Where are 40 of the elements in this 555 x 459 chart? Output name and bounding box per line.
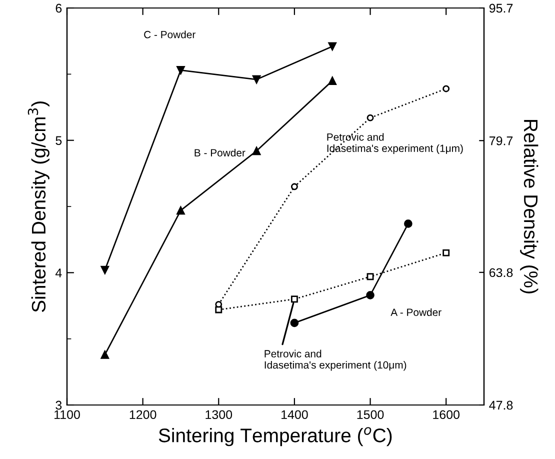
- y2-tick-label: 79.7: [490, 136, 513, 146]
- point: [176, 206, 185, 215]
- point: [328, 42, 337, 51]
- x-tick-label: 1600: [433, 410, 460, 420]
- x-tick-label: 1100: [54, 410, 80, 420]
- y2-tick-label: 63.8: [489, 268, 513, 278]
- y2-axis-title: Relative Density (%): [520, 120, 538, 294]
- x-tick-label: 1300: [206, 410, 232, 420]
- series-label: B - Powder: [194, 148, 246, 156]
- y2-tick-label: 47.8: [489, 400, 513, 410]
- point: [290, 183, 298, 190]
- point: [100, 350, 110, 359]
- y-tick-label: 3: [56, 400, 62, 410]
- point: [290, 296, 298, 303]
- y2-tick-label: 95.7: [489, 4, 513, 13]
- point: [366, 290, 374, 300]
- point: [442, 85, 450, 92]
- point: [404, 220, 412, 228]
- point: [252, 146, 261, 156]
- text: Petrovic and Idasetima's experiment (10μm): [264, 350, 406, 371]
- y-tick-label: 6: [56, 4, 62, 13]
- point: [252, 75, 261, 84]
- series-label: Petrovic and Idasetima's experiment (1μm): [327, 133, 463, 154]
- point: [290, 318, 299, 328]
- point: [442, 249, 450, 256]
- text: C - Powder: [144, 30, 196, 38]
- point: [176, 66, 185, 74]
- point: [100, 266, 110, 274]
- point: [366, 114, 374, 122]
- x-tick-label: 1500: [357, 410, 384, 420]
- text: A - Powder: [390, 308, 442, 316]
- x-tick-label: 1200: [130, 410, 156, 420]
- y-tick-label: 5: [56, 136, 62, 145]
- y-tick-label: 4: [55, 268, 62, 278]
- y-axis-title: Sintered Density (g/cm$^{3}$): [28, 102, 50, 312]
- x-tick-label: 1400: [282, 410, 308, 420]
- x-axis-title: Sintering Temperature ($^{o}$C): [158, 427, 392, 446]
- point: [215, 306, 222, 314]
- point: [328, 76, 337, 85]
- point: [366, 273, 374, 280]
